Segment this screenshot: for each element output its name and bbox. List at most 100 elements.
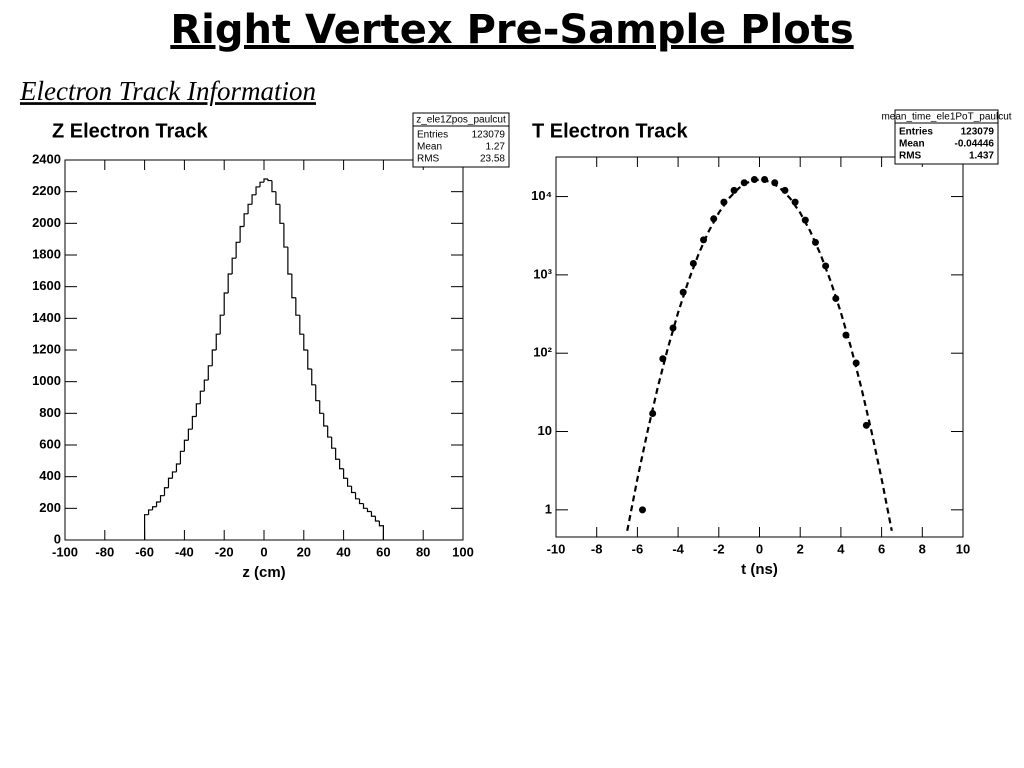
stats-label: RMS: [899, 151, 922, 162]
x-tick-label: -6: [632, 541, 644, 556]
histogram-bin: [163, 487, 169, 496]
x-tick-label: 40: [336, 544, 350, 559]
plot-frame: [64, 159, 464, 541]
histogram-bin: [247, 203, 253, 214]
data-point: [649, 409, 657, 417]
stats-value: 123079: [472, 130, 506, 141]
y-tick-label: 10²: [533, 345, 552, 360]
histogram-bin: [279, 204, 284, 224]
data-point: [781, 186, 789, 194]
y-tick-label: 10⁴: [531, 188, 552, 203]
x-tick-label: -100: [52, 544, 78, 559]
histogram-bin: [211, 349, 217, 366]
chart-title: T Electron Track: [532, 120, 688, 142]
data-point: [700, 236, 708, 244]
data-point: [852, 359, 860, 367]
histogram-bin: [219, 314, 225, 335]
x-tick-label: 0: [260, 544, 267, 559]
data-point: [842, 331, 850, 339]
histogram-bin: [144, 514, 149, 540]
y-tick-label: 1800: [32, 246, 61, 261]
histogram-bin: [167, 477, 173, 488]
stats-value: 1.437: [969, 151, 994, 162]
y-tick-label: 400: [39, 468, 61, 483]
data-point: [862, 421, 870, 429]
histogram-bin: [231, 257, 237, 274]
x-tick-label: 60: [376, 544, 390, 559]
x-tick-label: -40: [175, 544, 194, 559]
stats-label: RMS: [417, 154, 440, 165]
histogram-bin: [227, 273, 233, 293]
histogram-bin: [378, 521, 384, 540]
x-tick-label: 20: [297, 544, 311, 559]
histogram-bin: [319, 400, 324, 414]
data-point: [638, 506, 646, 514]
data-point: [771, 179, 779, 187]
chart-title: Z Electron Track: [52, 120, 208, 142]
y-tick-label: 800: [39, 405, 61, 420]
histogram-bin: [311, 369, 316, 386]
x-tick-label: 10: [956, 541, 970, 556]
histogram-bin: [151, 506, 157, 510]
histogram-bin: [191, 415, 197, 430]
y-tick-label: 1600: [32, 278, 61, 293]
x-axis-label: t (ns): [741, 561, 778, 578]
stats-label: Mean: [899, 139, 925, 150]
histogram-bin: [271, 180, 276, 193]
histogram-bin: [259, 181, 264, 187]
y-tick-label: 10³: [533, 266, 552, 281]
histogram-bin: [303, 334, 308, 351]
histogram-bin: [179, 450, 185, 464]
x-tick-label: 8: [919, 541, 926, 556]
data-point: [689, 259, 697, 267]
y-tick-label: 0: [54, 531, 61, 546]
stats-title: z_ele1Zpos_paulcut: [416, 115, 506, 126]
stats-box: [894, 109, 999, 165]
x-tick-label: 100: [452, 544, 474, 559]
y-tick-label: 2000: [32, 215, 61, 230]
histogram-bin: [343, 468, 348, 479]
histogram-bin: [235, 241, 241, 259]
data-point: [720, 198, 728, 206]
data-point: [832, 294, 840, 302]
histogram-bin: [362, 503, 368, 509]
data-point: [822, 262, 830, 270]
histogram-bin: [195, 403, 201, 417]
histogram-bin: [215, 333, 221, 350]
stats-box: [412, 112, 510, 168]
stats-label: Mean: [417, 142, 442, 153]
y-tick-label: 10: [538, 423, 552, 438]
x-axis-label: z (cm): [242, 564, 285, 581]
histogram-bin: [171, 471, 177, 479]
histogram-bin: [243, 213, 249, 227]
histogram-bin: [159, 495, 165, 502]
histogram-bin: [155, 501, 161, 507]
histogram-bin: [283, 223, 288, 248]
histogram-bin: [299, 315, 304, 335]
histogram-bin: [358, 498, 364, 505]
x-tick-label: -80: [95, 544, 114, 559]
x-tick-label: -4: [672, 541, 684, 556]
histogram-bin: [335, 448, 340, 460]
y-tick-label: 600: [39, 436, 61, 451]
histogram-bin: [350, 486, 356, 494]
histogram-bin: [295, 297, 300, 316]
x-tick-label: 4: [837, 541, 845, 556]
histogram-bin: [275, 191, 280, 205]
data-point: [740, 179, 748, 187]
data-point: [679, 288, 687, 296]
histogram-bin: [307, 350, 312, 370]
x-tick-label: 0: [756, 541, 763, 556]
stats-value: 123079: [961, 127, 995, 138]
y-tick-label: 1400: [32, 310, 61, 325]
histogram-bin: [287, 247, 292, 275]
data-point: [750, 176, 758, 184]
histogram-bin: [327, 426, 332, 438]
histogram-bin: [255, 186, 261, 195]
data-point: [761, 176, 769, 184]
stats-label: Entries: [417, 130, 448, 141]
plot-frame: [555, 156, 964, 538]
data-point: [801, 216, 809, 224]
histogram-bin: [175, 463, 181, 472]
